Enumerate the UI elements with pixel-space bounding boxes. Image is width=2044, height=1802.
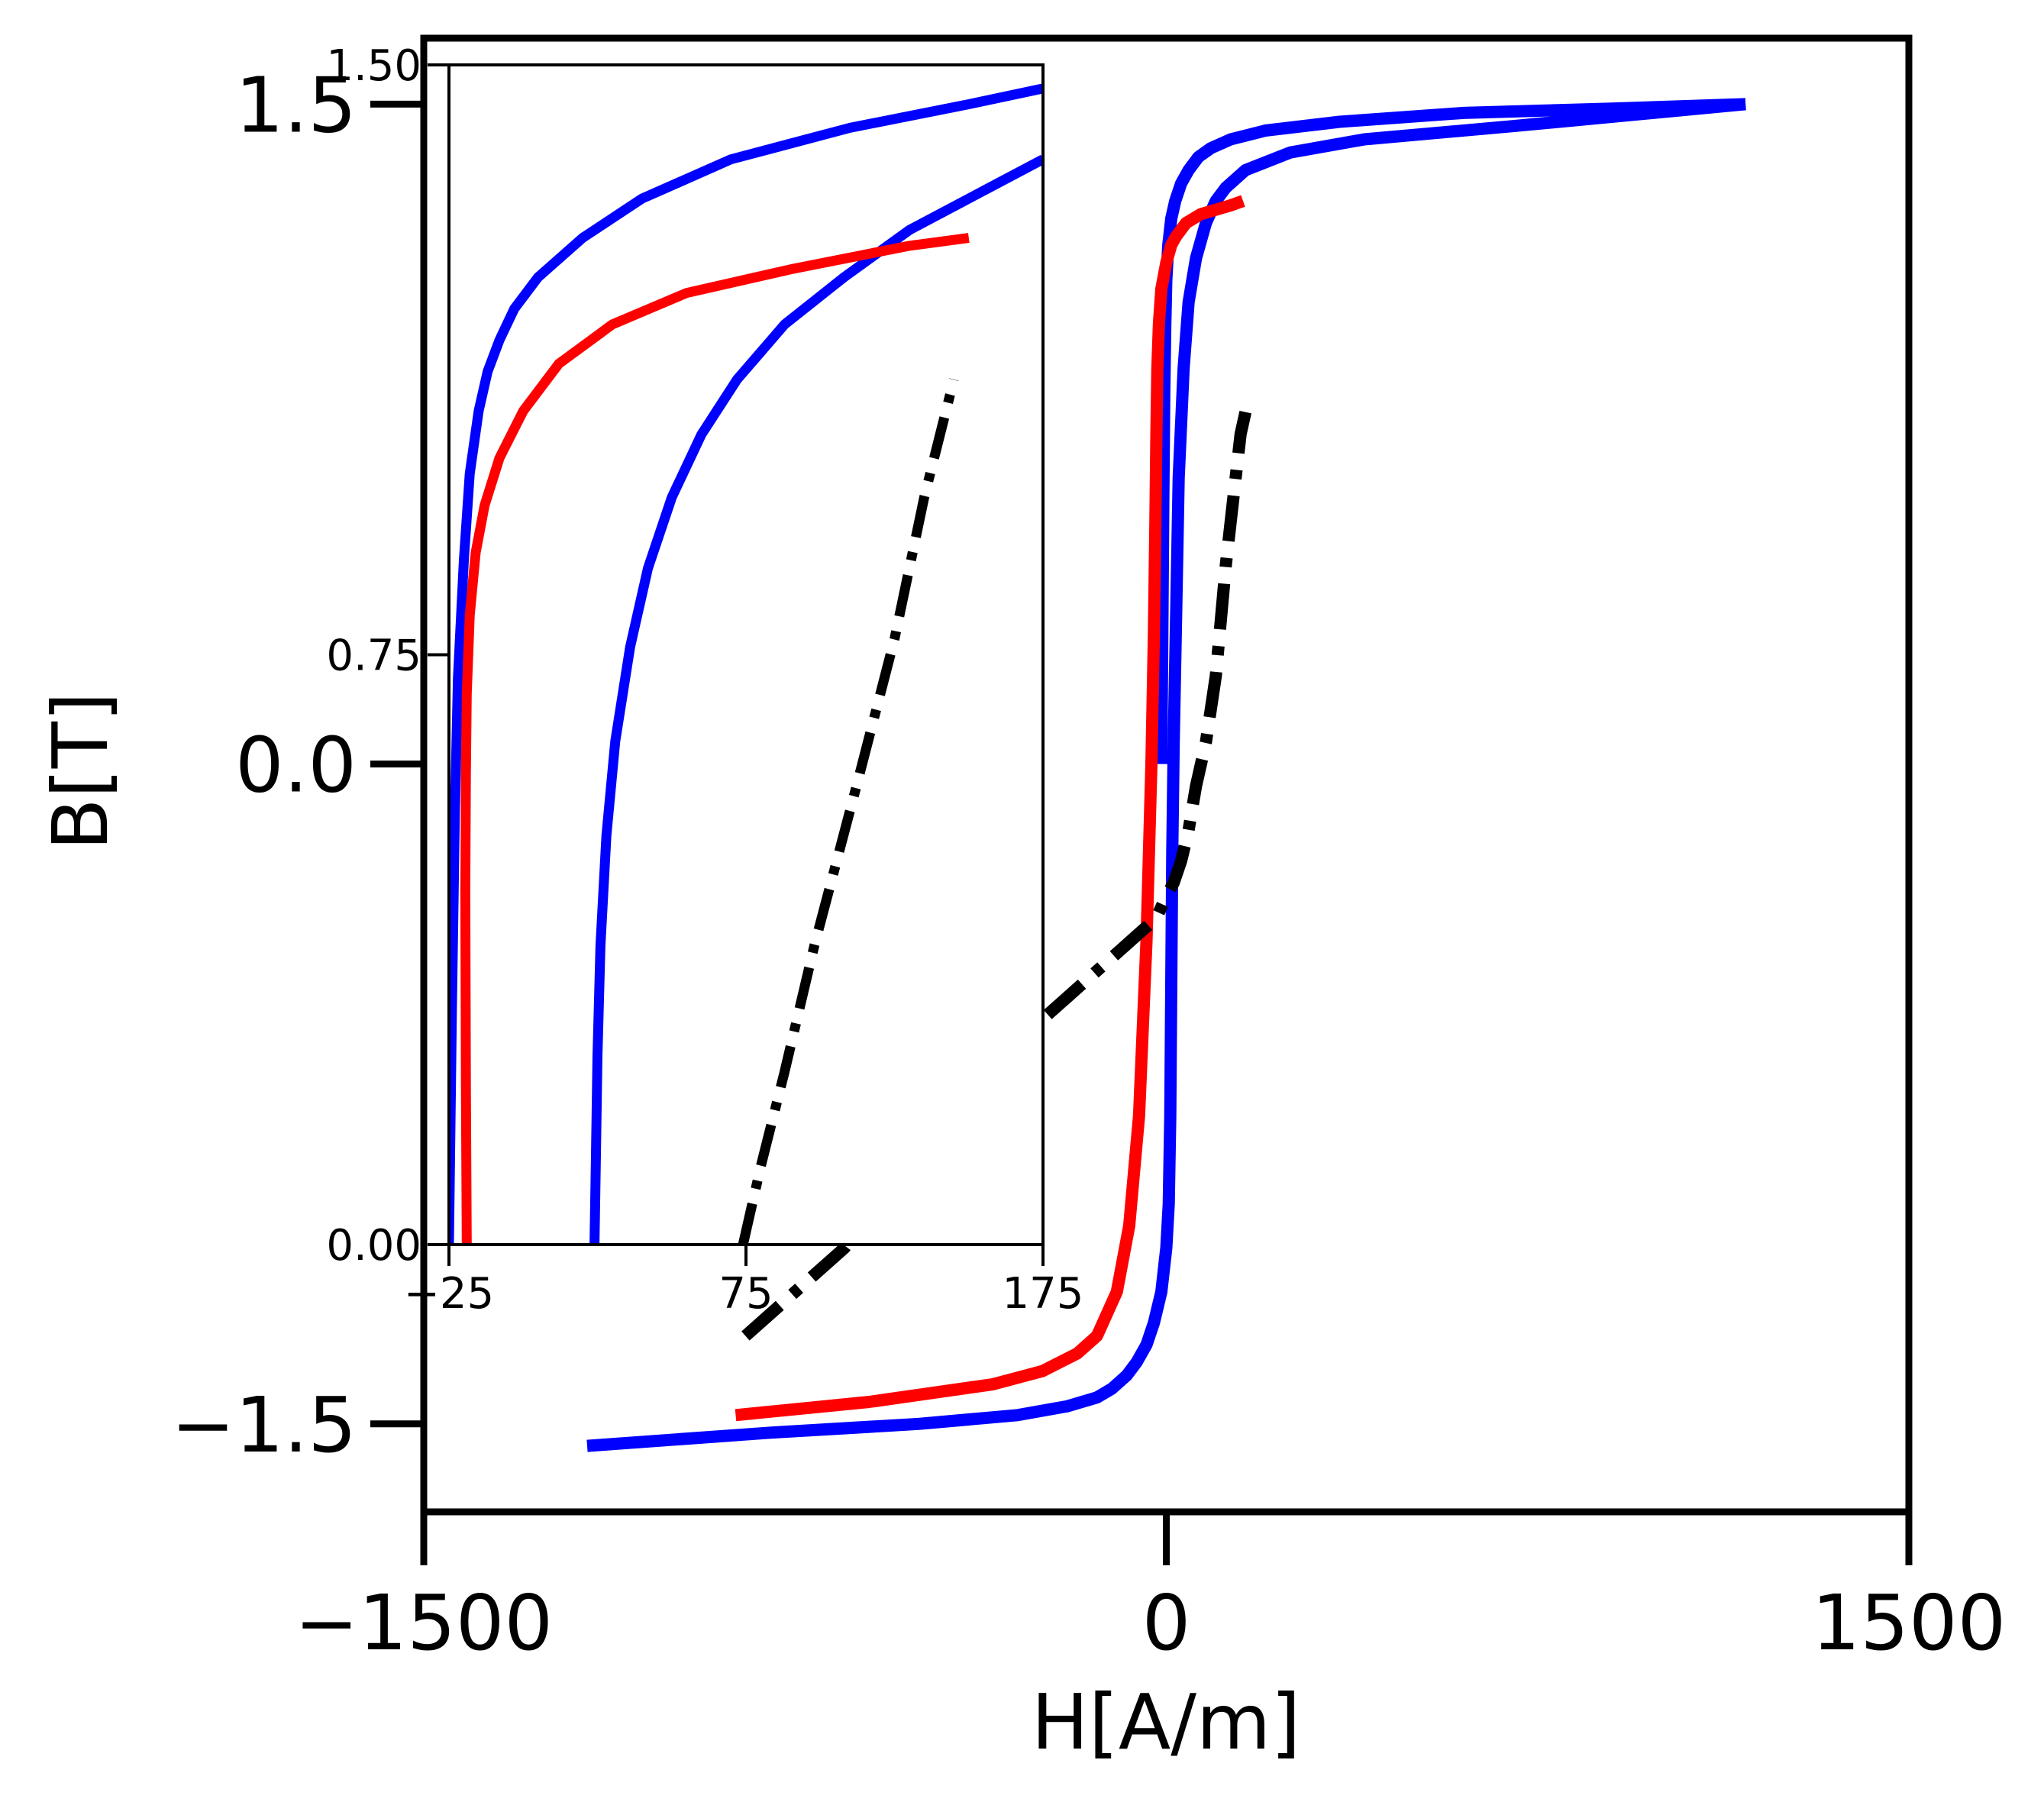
- x-axis-label: H[A/m]: [1032, 1678, 1301, 1767]
- inset-y-tick-label: 0.00: [326, 1221, 421, 1271]
- inset-x-tick-label: 75: [718, 1269, 773, 1319]
- main-series-2-line: [1155, 98, 1746, 764]
- inset-background: [449, 65, 1043, 1245]
- main-x-tick-label: 0: [1142, 1578, 1191, 1668]
- main-y-tick-label: 1.5: [235, 60, 357, 150]
- inset-series-3-line: [460, 233, 970, 1245]
- main-y-tick-label: 0.0: [235, 721, 357, 810]
- inset-series-4-line: [738, 378, 959, 1245]
- inset-x-axis-ticks: −25 75 175: [404, 1245, 1084, 1319]
- inset-series-1-line: [449, 83, 1043, 1245]
- main-y-axis-ticks: −1.5 0.0 1.5: [171, 60, 424, 1470]
- main-y-tick-label: −1.5: [171, 1381, 357, 1470]
- inset-y-tick-label: 0.75: [326, 631, 421, 681]
- main-series-4-line: [741, 410, 1252, 1341]
- main-series-1-line: [586, 98, 1746, 1452]
- inset-plot: −25 75 175 0.00 0.75 1.50: [326, 41, 1083, 1319]
- inset-series-group: [449, 83, 1043, 1245]
- main-series-3-line: [735, 195, 1245, 1422]
- inset-x-tick-label: −25: [404, 1269, 494, 1319]
- inset-y-axis-ticks: 0.00 0.75 1.50: [326, 41, 449, 1271]
- inset-x-tick-label: 175: [1003, 1269, 1084, 1319]
- main-x-tick-label: −1500: [295, 1578, 553, 1668]
- main-plot: −1500 0 1500 −1.5 0.0 1.5 H[A/m] B[T]: [36, 34, 2006, 1767]
- main-x-tick-label: 1500: [1812, 1578, 2007, 1668]
- inset-y-tick-label: 1.50: [326, 41, 421, 91]
- main-x-axis-ticks: −1500 0 1500: [295, 1512, 2006, 1668]
- main-series-group: [586, 98, 1746, 1452]
- y-axis-label: B[T]: [36, 692, 125, 851]
